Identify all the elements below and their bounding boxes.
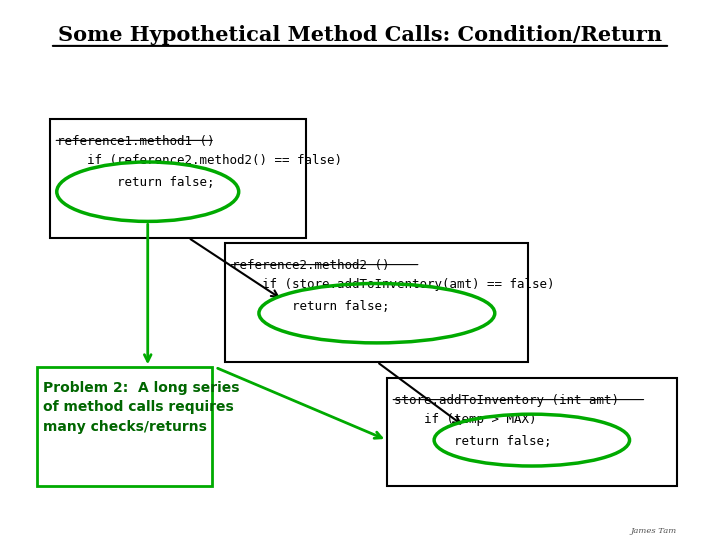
Text: if (store.addToInventory(amt) == false): if (store.addToInventory(amt) == false) <box>232 278 554 291</box>
Text: James Tam: James Tam <box>631 526 677 535</box>
FancyBboxPatch shape <box>387 378 677 486</box>
Text: return false;: return false; <box>57 176 215 188</box>
Text: Problem 2:  A long series
of method calls requires
many checks/returns: Problem 2: A long series of method calls… <box>43 381 240 434</box>
Text: reference1.method1 (): reference1.method1 () <box>57 135 215 148</box>
Text: return false;: return false; <box>232 300 390 313</box>
Text: if (reference2.method2() == false): if (reference2.method2() == false) <box>57 154 342 167</box>
FancyBboxPatch shape <box>225 243 528 362</box>
Text: store.addToInventory (int amt): store.addToInventory (int amt) <box>394 394 618 407</box>
Text: Some Hypothetical Method Calls: Condition/Return: Some Hypothetical Method Calls: Conditio… <box>58 25 662 45</box>
Text: if (temp > MAX): if (temp > MAX) <box>394 413 536 426</box>
Text: reference2.method2 (): reference2.method2 () <box>232 259 390 272</box>
FancyBboxPatch shape <box>37 367 212 486</box>
FancyBboxPatch shape <box>50 119 306 238</box>
Text: return false;: return false; <box>394 435 552 448</box>
